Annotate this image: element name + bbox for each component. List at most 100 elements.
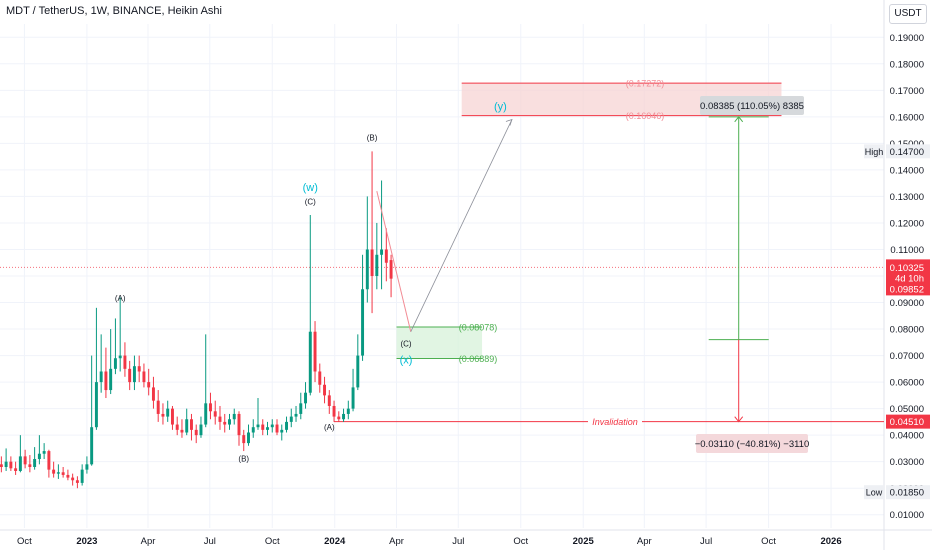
- wave-label: (y): [494, 101, 507, 113]
- candle-body: [189, 419, 193, 430]
- candle-body: [166, 408, 170, 417]
- candle-body: [346, 408, 350, 414]
- x-tick-label: 2026: [820, 536, 841, 547]
- candle-body: [90, 427, 94, 465]
- target-zone-bottom-label: (0.16046): [626, 111, 665, 121]
- candle-body: [213, 411, 217, 417]
- candle-body: [4, 461, 8, 467]
- candle-body: [75, 480, 79, 483]
- wave-label: (w): [303, 182, 318, 194]
- candle-body: [375, 254, 379, 276]
- candle-body: [209, 403, 212, 412]
- candle-body: [370, 249, 374, 276]
- projection-leg-down: [376, 190, 412, 332]
- candle-body: [356, 355, 360, 388]
- candle-body: [142, 371, 146, 383]
- candle-body: [332, 405, 336, 417]
- candle-body: [247, 432, 250, 444]
- candle-body: [113, 358, 117, 369]
- y-tick-label: 0.06000: [890, 378, 924, 389]
- candle-body: [37, 453, 41, 460]
- candle-body: [308, 331, 312, 393]
- y-tick-label: 0.11000: [890, 245, 924, 256]
- candle-body: [289, 416, 293, 422]
- low-tag-label-bg: [864, 485, 884, 500]
- projection-arrowhead: [505, 118, 513, 126]
- candle-body: [285, 421, 288, 430]
- y-tick-label: 0.17000: [890, 86, 924, 97]
- low-tag-value-bg: [886, 485, 930, 500]
- candle-body: [14, 468, 18, 471]
- candle-body: [223, 421, 227, 425]
- entry-zone-top-label: (0.08078): [459, 322, 498, 332]
- projection-leg-up: [410, 119, 513, 332]
- candle-body: [304, 392, 308, 404]
- candle-body: [256, 424, 260, 428]
- y-tick-label: 0.09000: [890, 298, 924, 309]
- y-tick-label: 0.08000: [890, 325, 924, 336]
- x-tick-label: 2024: [324, 536, 346, 547]
- x-tick-label: Apr: [141, 536, 156, 547]
- candle-body: [137, 366, 141, 372]
- candle-body: [161, 413, 165, 417]
- wave-label: (C): [305, 197, 316, 206]
- candle-body: [156, 400, 160, 414]
- candle-body: [123, 355, 127, 369]
- x-tick-label: Apr: [389, 536, 404, 547]
- candle-body: [342, 413, 346, 420]
- candle-body: [327, 395, 331, 406]
- y-tick-label: 0.12000: [890, 218, 924, 229]
- candle-body: [389, 260, 393, 279]
- candle-body: [237, 413, 241, 436]
- current-price-tag: [886, 259, 930, 296]
- candle-body: [104, 371, 108, 391]
- current-price-value: 0.10325: [890, 263, 924, 274]
- candle-body: [232, 413, 236, 420]
- wave-label: (A): [324, 423, 335, 432]
- measure-up-label-bg: [700, 96, 804, 115]
- entry-zone: [396, 326, 483, 359]
- x-tick-label: Jul: [452, 536, 464, 547]
- x-tick-label: Apr: [637, 536, 652, 547]
- y-tick-label: 0.19000: [890, 33, 924, 44]
- candle-body: [128, 368, 132, 383]
- target-zone-top-label: (0.17272): [626, 79, 665, 89]
- candle-body: [151, 387, 155, 401]
- low-tag-value: 0.01850: [890, 488, 924, 499]
- candle-body: [170, 408, 174, 425]
- candle-body: [18, 456, 22, 471]
- currency-button[interactable]: USDT: [889, 4, 927, 24]
- candle-body: [199, 424, 203, 436]
- measure-down-label-bg: [696, 434, 808, 453]
- y-tick-label: 0.01000: [890, 510, 924, 521]
- wave-label: (A): [115, 294, 126, 303]
- y-tick-label: 0.05000: [890, 404, 924, 415]
- wave-label: (C): [400, 339, 411, 348]
- candle-body: [80, 469, 84, 483]
- candle-body: [132, 366, 136, 383]
- wave-label: (B): [367, 134, 378, 143]
- candle-body: [318, 371, 322, 385]
- chart-title: MDT / TetherUS, 1W, BINANCE, Heikin Ashi: [6, 5, 222, 17]
- y-tick-label: 0.03000: [890, 457, 924, 468]
- candle-body: [251, 427, 255, 433]
- candle-body: [294, 413, 298, 417]
- high-tag-label-bg: [864, 144, 884, 159]
- candle-body: [180, 429, 184, 433]
- candle-body: [61, 472, 65, 475]
- invalidation-price-value: 0.04510: [890, 417, 924, 428]
- candle-body: [323, 384, 327, 396]
- x-tick-label: Oct: [265, 536, 280, 547]
- invalidation-price-tag: [886, 414, 930, 429]
- candle-body: [228, 419, 231, 425]
- candle-body: [361, 289, 365, 356]
- y-tick-label: 0.14000: [890, 165, 924, 176]
- candle-body: [47, 451, 51, 470]
- wave-label: (x): [400, 355, 413, 367]
- x-tick-label: Jul: [700, 536, 712, 547]
- candle-body: [147, 382, 151, 388]
- candle-body: [33, 459, 37, 467]
- candle-body: [52, 469, 56, 474]
